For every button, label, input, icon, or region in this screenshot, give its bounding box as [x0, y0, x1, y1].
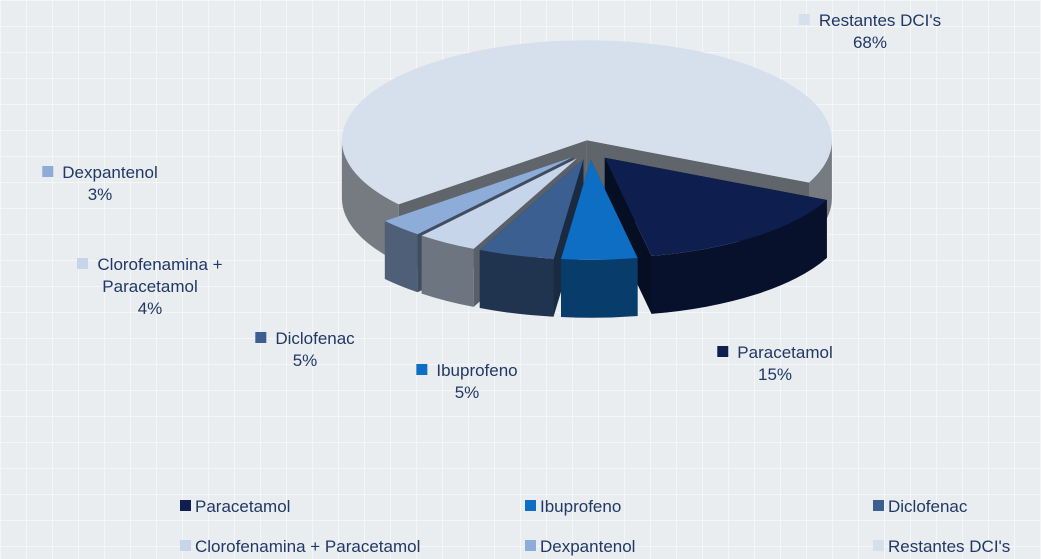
legend-swatch — [873, 500, 884, 511]
legend-item: Clorofenamina + Paracetamol — [180, 537, 420, 557]
data-label: Dexpantenol 3% — [42, 162, 158, 206]
slice — [341, 40, 832, 205]
slice-wall — [561, 258, 638, 318]
slice — [604, 157, 827, 256]
label-swatch — [42, 166, 54, 177]
legend-label: Diclofenac — [888, 497, 968, 516]
label-name: Ibuprofeno — [436, 361, 518, 380]
label-value: 3% — [87, 185, 113, 204]
slice — [384, 157, 574, 235]
legend-label: Restantes DCI's — [888, 537, 1011, 556]
slice-wall — [651, 200, 827, 314]
legend-item: Diclofenac — [873, 497, 967, 517]
label-name: Paracetamol — [737, 343, 833, 362]
label-value: 15% — [757, 365, 793, 384]
legend-swatch — [180, 500, 191, 511]
label-swatch — [416, 364, 428, 375]
legend-swatch — [873, 540, 884, 551]
legend-label: Clorofenamina + Paracetamol — [195, 537, 421, 556]
label-swatch — [77, 258, 89, 269]
legend-swatch — [525, 500, 536, 511]
legend-swatch — [180, 540, 191, 551]
data-label: Clorofenamina + Paracetamol 4% — [55, 254, 245, 320]
label-name: Restantes DCI's — [818, 11, 942, 30]
legend-label: Dexpantenol — [540, 537, 636, 556]
data-label: Ibuprofeno 5% — [416, 360, 518, 404]
slice — [561, 159, 638, 260]
label-value: 68% — [852, 33, 888, 52]
data-label: Diclofenac 5% — [255, 328, 355, 372]
legend-swatch — [525, 540, 536, 551]
data-label: Restantes DCI's 68% — [798, 10, 942, 54]
slice-wall — [479, 250, 554, 317]
label-value: 5% — [454, 383, 480, 402]
legend-item: Dexpantenol — [525, 537, 635, 557]
slice — [479, 159, 584, 259]
slice-wall — [341, 140, 399, 263]
label-swatch — [798, 14, 810, 25]
label-name: Dexpantenol — [62, 163, 158, 182]
label-name: Clorofenamina + Paracetamol — [97, 255, 223, 296]
label-swatch — [255, 332, 267, 343]
label-swatch — [717, 346, 729, 357]
legend-label: Ibuprofeno — [540, 497, 622, 516]
data-label: Paracetamol 15% — [717, 342, 833, 386]
label-value: 4% — [137, 299, 163, 318]
legend-item: Paracetamol — [180, 497, 290, 517]
legend-item: Restantes DCI's — [873, 537, 1010, 557]
slice-side — [604, 157, 652, 314]
legend-label: Paracetamol — [195, 497, 291, 516]
slice-wall — [384, 221, 418, 293]
label-value: 5% — [292, 351, 318, 370]
slice-wall — [421, 235, 474, 307]
label-name: Diclofenac — [275, 329, 355, 348]
legend-item: Ibuprofeno — [525, 497, 621, 517]
slice — [421, 158, 578, 249]
